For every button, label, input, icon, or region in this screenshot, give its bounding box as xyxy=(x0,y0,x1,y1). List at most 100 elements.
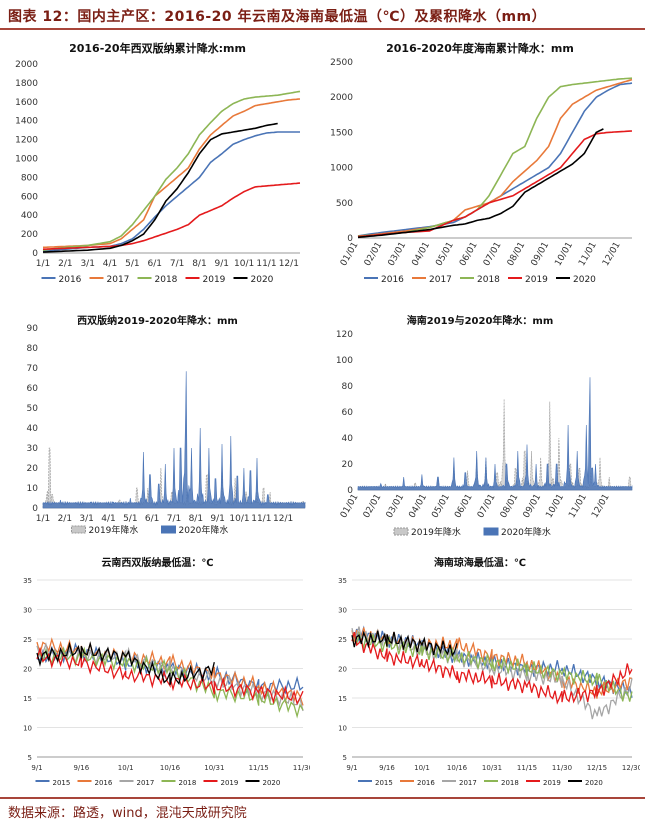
y-tick-label: 2000 xyxy=(330,93,353,103)
y-tick-label: 0 xyxy=(347,486,353,496)
y-tick-label: 40 xyxy=(342,434,354,444)
x-tick-label: 04/01 xyxy=(410,241,432,268)
series-2020年降水 xyxy=(42,371,306,509)
x-tick-label: 01/01 xyxy=(339,241,361,268)
x-tick-label: 11/15 xyxy=(517,764,537,772)
chart-xishuangbanna-daily-rain: 西双版纳2019-2020年降水：mm 0 10 20 30 40 50 60 70 80 90 1/… xyxy=(27,314,306,536)
x-tick-label: 10/01 xyxy=(553,241,575,268)
y-tick-label: 2000 xyxy=(15,60,38,70)
y-tick-label: 0 xyxy=(32,249,38,259)
y-tick-label: 100 xyxy=(336,356,353,366)
x-tick-label: 10/1 xyxy=(414,764,430,772)
x-tick-label: 12/1 xyxy=(279,259,299,269)
x-tick-label: 10/16 xyxy=(447,764,468,772)
y-tick-label: 25 xyxy=(23,636,32,644)
chart-hainan-min-temp: 海南琼海最低温：℃ 5 10 15 20 25 30 35 9/1 9/16 10/1 10/16 10… xyxy=(338,556,640,787)
y-tick-label: 1500 xyxy=(330,128,353,138)
legend-label: 2017 xyxy=(459,779,477,787)
chart-title: 云南西双版纳最低温：℃ xyxy=(101,556,213,569)
legend-label: 2019年降水 xyxy=(89,524,139,536)
legend-label: 2019 xyxy=(203,275,226,285)
x-tick-label: 6/1 xyxy=(145,514,159,524)
x-tick-label: 10/1 xyxy=(229,514,249,524)
series-2017 xyxy=(351,626,633,720)
y-tick-label: 40 xyxy=(27,424,39,434)
chart-hainan-daily-rain: 海南2019与2020年降水：mm 0 20 40 60 80 100 120 01/01 02/… xyxy=(336,314,633,538)
source-divider xyxy=(0,797,645,799)
x-tick-label: 11/15 xyxy=(249,764,269,772)
x-tick-label: 06/01 xyxy=(458,241,480,268)
y-tick-label: 15 xyxy=(23,695,32,703)
series-2018 xyxy=(42,90,301,251)
x-tick-label: 02/01 xyxy=(363,241,385,268)
y-tick-label: 400 xyxy=(21,211,38,221)
figure-title: 图表 12：国内主产区：2016-20 年云南及海南最低温（℃）及累积降水（mm… xyxy=(8,9,547,25)
legend-label: 2016 xyxy=(95,779,113,787)
x-tick-label: 11/1 xyxy=(256,259,276,269)
x-tick-label: 9/1 xyxy=(215,259,229,269)
legend-label: 2020 xyxy=(263,779,281,787)
x-tick-label: 12/1 xyxy=(273,514,293,524)
legend-label: 2020年降水 xyxy=(179,524,229,536)
legend-label: 2018 xyxy=(477,275,500,285)
y-tick-label: 20 xyxy=(27,464,39,474)
y-tick-label: 10 xyxy=(23,725,32,733)
x-tick-label: 2/1 xyxy=(58,514,72,524)
legend-label: 2016 xyxy=(381,275,404,285)
x-tick-label: 10/1 xyxy=(234,259,254,269)
x-tick-label: 5/1 xyxy=(125,259,139,269)
y-tick-label: 35 xyxy=(338,577,347,585)
y-tick-label: 50 xyxy=(27,404,39,414)
y-tick-label: 5 xyxy=(343,754,347,762)
x-tick-label: 05/01 xyxy=(430,493,452,520)
legend-swatch xyxy=(71,525,86,534)
y-tick-label: 15 xyxy=(338,695,347,703)
x-tick-label: 6/1 xyxy=(147,259,161,269)
x-tick-label: 7/1 xyxy=(170,259,184,269)
x-tick-label: 9/16 xyxy=(73,764,89,772)
y-tick-label: 80 xyxy=(342,382,354,392)
y-tick-label: 10 xyxy=(27,484,39,494)
x-tick-label: 1/1 xyxy=(36,514,50,524)
series-2020年降水 xyxy=(357,377,633,491)
x-tick-label: 11/01 xyxy=(567,493,589,520)
y-tick-label: 30 xyxy=(23,607,32,615)
x-tick-label: 12/30 xyxy=(622,764,640,772)
series-2020 xyxy=(357,128,604,239)
y-tick-label: 1600 xyxy=(15,98,38,108)
y-tick-label: 30 xyxy=(338,607,347,615)
x-tick-label: 07/01 xyxy=(476,493,498,520)
x-tick-label: 11/30 xyxy=(552,764,572,772)
x-tick-label: 08/01 xyxy=(499,493,521,520)
chart-title: 西双版纳2019-2020年降水：mm xyxy=(77,314,238,327)
y-tick-label: 30 xyxy=(27,444,39,454)
series-2019 xyxy=(351,631,633,705)
x-tick-label: 02/01 xyxy=(362,493,384,520)
title-divider xyxy=(0,28,645,30)
x-tick-label: 03/01 xyxy=(385,493,407,520)
legend-label: 2016 xyxy=(59,275,82,285)
x-tick-label: 3/1 xyxy=(79,514,93,524)
y-tick-label: 20 xyxy=(23,666,32,674)
y-tick-label: 2500 xyxy=(330,58,353,68)
legend-label: 2020 xyxy=(585,779,603,787)
y-tick-label: 500 xyxy=(336,199,353,209)
y-tick-label: 0 xyxy=(347,234,353,244)
series-2020 xyxy=(36,641,215,685)
series-2018 xyxy=(357,77,633,237)
chart-xishuangbanna-min-temp: 云南西双版纳最低温：℃ 5 10 15 20 25 30 35 9/1 9/16 10/1 10/16… xyxy=(23,556,310,787)
series-2016 xyxy=(357,82,633,237)
x-tick-label: 08/01 xyxy=(506,241,528,268)
chart-hainan-cumulative-rain: 2016-2020年度海南累计降水：mm 0 500 1000 1500 2000 2500… xyxy=(330,41,633,285)
y-tick-label: 1400 xyxy=(15,117,38,127)
x-tick-label: 10/31 xyxy=(204,764,224,772)
y-tick-label: 90 xyxy=(27,324,39,334)
y-tick-label: 80 xyxy=(27,344,39,354)
y-tick-label: 800 xyxy=(21,173,38,183)
legend-label: 2018 xyxy=(155,275,178,285)
series-2017 xyxy=(42,98,301,249)
legend-label: 2015 xyxy=(53,779,71,787)
y-tick-label: 10 xyxy=(338,725,347,733)
x-tick-label: 9/1 xyxy=(31,764,42,772)
y-tick-label: 35 xyxy=(23,577,32,585)
